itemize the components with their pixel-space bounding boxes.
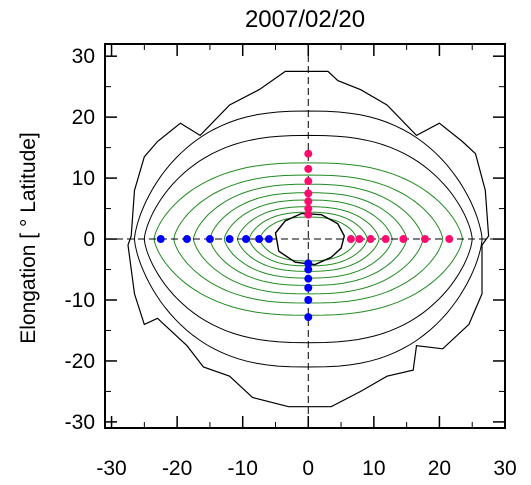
- x-tick-label: 30: [493, 457, 516, 480]
- x-tick-label: 10: [362, 457, 385, 480]
- magenta-point-3: [366, 235, 375, 244]
- black-contour-2: [133, 110, 483, 368]
- blue-point-5: [241, 235, 250, 244]
- y-tick-label: 10: [72, 167, 95, 190]
- crosshair-layer: [105, 44, 505, 428]
- magenta-point-6: [421, 235, 429, 244]
- magenta-point-2: [355, 235, 364, 244]
- blue-point-6: [255, 235, 264, 244]
- magenta-point-14: [304, 149, 313, 158]
- y-axis-label: Elongation [ ° Latitude]: [17, 132, 40, 344]
- blue-point-1: [156, 235, 165, 244]
- x-tick-label: -30: [96, 457, 126, 480]
- blue-point-10: [304, 274, 313, 283]
- boundary-layer: [127, 70, 490, 408]
- plot-frame: [104, 43, 506, 429]
- magenta-point-9: [304, 204, 313, 213]
- blue-point-4: [225, 235, 234, 244]
- blue-point-3: [205, 235, 214, 244]
- magenta-point-11: [304, 189, 313, 198]
- y-tick-label: 0: [83, 228, 95, 251]
- magenta-point-7: [445, 235, 454, 244]
- magenta-point-12: [304, 177, 313, 186]
- x-tick-label: -20: [162, 457, 192, 480]
- chart-title: 2007/02/20: [245, 6, 365, 33]
- y-tick-label: -10: [65, 289, 95, 312]
- blue-point-11: [304, 283, 313, 292]
- magenta-point-1: [346, 235, 355, 244]
- blue-point-13: [304, 313, 313, 322]
- magenta-point-10: [304, 197, 313, 206]
- x-tick-label: 20: [428, 457, 451, 480]
- outer-boundary: [127, 70, 490, 408]
- inner-occulter-boundary: [274, 212, 346, 266]
- magenta-point-13: [304, 164, 313, 173]
- magenta-point-4: [381, 235, 390, 244]
- points-layer: [156, 149, 454, 322]
- blue-point-9: [304, 265, 313, 274]
- blue-point-2: [182, 235, 191, 244]
- x-tick-label: -10: [228, 457, 258, 480]
- green-contour-5: [223, 199, 393, 279]
- y-tick-label: 30: [72, 45, 95, 68]
- y-tick-label: -20: [65, 350, 95, 373]
- ticks-layer: -30 -20 -10 0 10 20 30 -30 -20 -10 0 10 20 30: [65, 44, 517, 480]
- magenta-point-5: [399, 235, 408, 244]
- y-tick-label: -30: [65, 411, 95, 434]
- blue-point-8: [304, 259, 313, 268]
- x-tick-label: 0: [302, 457, 314, 480]
- blue-point-7: [264, 235, 273, 244]
- y-tick-label: 20: [72, 106, 95, 129]
- magenta-point-8: [304, 210, 313, 219]
- blue-point-12: [304, 296, 313, 304]
